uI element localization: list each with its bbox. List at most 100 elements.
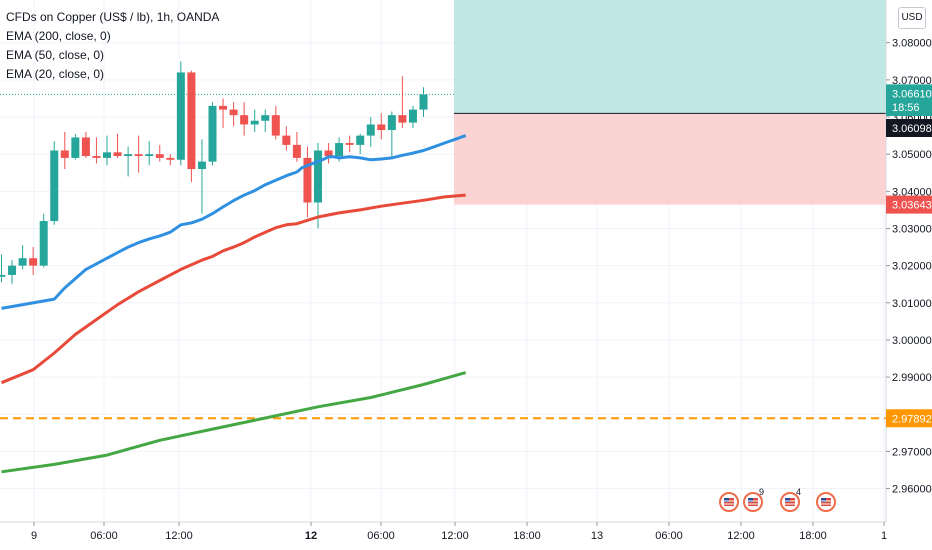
price-badge-support[interactable]: 2.97892 (886, 409, 932, 428)
candle-body (18, 258, 27, 266)
candle-body (282, 135, 291, 145)
candle-body (187, 72, 196, 170)
flag-canton (785, 498, 790, 502)
price-tick-label: 2.99000 (892, 372, 932, 384)
candle-body (50, 150, 59, 222)
price-tick-label: 3.03000 (892, 223, 932, 235)
candle-body (113, 152, 122, 157)
price-badge-label: 3.03643 (892, 200, 932, 212)
price-badge-last-price[interactable]: 3.06610 (886, 84, 932, 103)
candle-body (8, 265, 17, 275)
chart-legend: CFDs on Copper (US$ / lb), 1h, OANDA EMA… (6, 8, 219, 84)
flag-canton (821, 498, 826, 502)
time-tick-label: 12:00 (165, 530, 193, 542)
candle-body (250, 120, 259, 125)
candle-body (292, 144, 301, 158)
symbol-title[interactable]: CFDs on Copper (US$ / lb), 1h, OANDA (6, 10, 220, 24)
time-tick-label: 18:00 (799, 530, 827, 542)
price-badge-bg (886, 98, 932, 116)
candle-body (208, 105, 217, 162)
candle-body (377, 124, 386, 131)
price-tick-label: 3.08000 (892, 38, 932, 50)
candle-body (219, 105, 228, 110)
event-count: 4 (796, 487, 801, 497)
time-tick-label: 18:00 (513, 530, 541, 542)
candle-body (324, 150, 333, 157)
time-axis[interactable]: 9 06:00 12:00 12 06:00 12:00 18:00 13 06:00 12:00… (0, 521, 932, 550)
ema200-line (1, 371, 467, 474)
time-axis-bg (0, 522, 932, 550)
price-tick-label: 3.05000 (892, 149, 932, 161)
candle-body (398, 115, 407, 123)
ema50-line (0, 193, 466, 385)
candle-body (0, 274, 6, 277)
event-flag-icon[interactable]: 4 (780, 487, 801, 512)
time-tick-label: 06:00 (90, 530, 118, 542)
price-tick-label: 3.01000 (892, 298, 932, 310)
time-tick-label: 06:00 (655, 530, 683, 542)
event-count: 9 (759, 487, 764, 497)
candle-body (197, 161, 206, 170)
time-tick-label: 1 (881, 530, 887, 542)
legend-ema200[interactable]: EMA (200, close, 0) (6, 29, 111, 43)
candle-body (408, 109, 417, 123)
time-tick-label: 12 (305, 530, 317, 542)
candle-body (39, 221, 48, 266)
candle-body (345, 143, 354, 145)
candle-body (387, 115, 396, 131)
candle-body (261, 115, 270, 121)
candle-body (29, 258, 38, 266)
flag-canton (724, 498, 729, 502)
candle-body (134, 154, 143, 157)
price-badge-stop-loss[interactable]: 3.03643 (886, 195, 932, 214)
candle-body (229, 109, 238, 116)
candles (0, 61, 428, 285)
stop-zone (454, 113, 886, 205)
price-badge-countdown[interactable]: 18:56 (886, 98, 932, 116)
price-tick-label: 2.97000 (892, 446, 932, 458)
legend-ema50[interactable]: EMA (50, close, 0) (6, 48, 105, 62)
currency-button[interactable]: USD (898, 7, 926, 29)
candle-body (271, 115, 280, 136)
price-tick-label: 3.00000 (892, 335, 932, 347)
candle-body (366, 124, 375, 136)
candle-body (335, 143, 344, 157)
candle-body (176, 72, 185, 160)
time-tick-label: 12:00 (727, 530, 755, 542)
price-axis[interactable]: 3.080003.070003.060003.050003.040003.030… (885, 0, 932, 522)
candle-body (103, 152, 111, 158)
candle-body (240, 115, 249, 125)
target-zone (454, 0, 886, 114)
time-tick-label: 9 (31, 530, 37, 542)
price-badge-label: 3.06098 (892, 123, 932, 135)
candle-body (303, 157, 312, 203)
candle-body (124, 154, 133, 157)
candle-body (166, 157, 175, 160)
price-badge-label: 18:56 (892, 102, 920, 114)
event-flag-icon[interactable] (816, 492, 836, 512)
legend-ema20[interactable]: EMA (20, close, 0) (6, 67, 105, 81)
candle-body (155, 154, 164, 158)
candle-body (419, 94, 428, 110)
price-tick-label: 2.96000 (892, 484, 932, 496)
candle-body (60, 150, 69, 158)
candle-body (92, 156, 101, 158)
ema-lines (0, 134, 467, 474)
candle-body (71, 137, 80, 158)
event-flag-icon[interactable]: 9 (743, 487, 764, 512)
price-badge-label: 3.06610 (892, 88, 932, 100)
flag-canton (748, 498, 753, 502)
price-badge-bg (886, 119, 932, 137)
price-badge-bg (886, 195, 932, 214)
price-tick-label: 3.07000 (892, 75, 932, 87)
position-zones (0, 0, 886, 420)
time-tick-label: 12:00 (441, 530, 469, 542)
time-tick-label: 06:00 (367, 530, 395, 542)
price-badge-position-entry[interactable]: 3.06098 (886, 119, 932, 137)
price-badge-bg (886, 84, 932, 103)
event-flag-icon[interactable] (719, 492, 739, 512)
price-badge-bg (886, 409, 932, 428)
ema20-line (1, 134, 467, 310)
